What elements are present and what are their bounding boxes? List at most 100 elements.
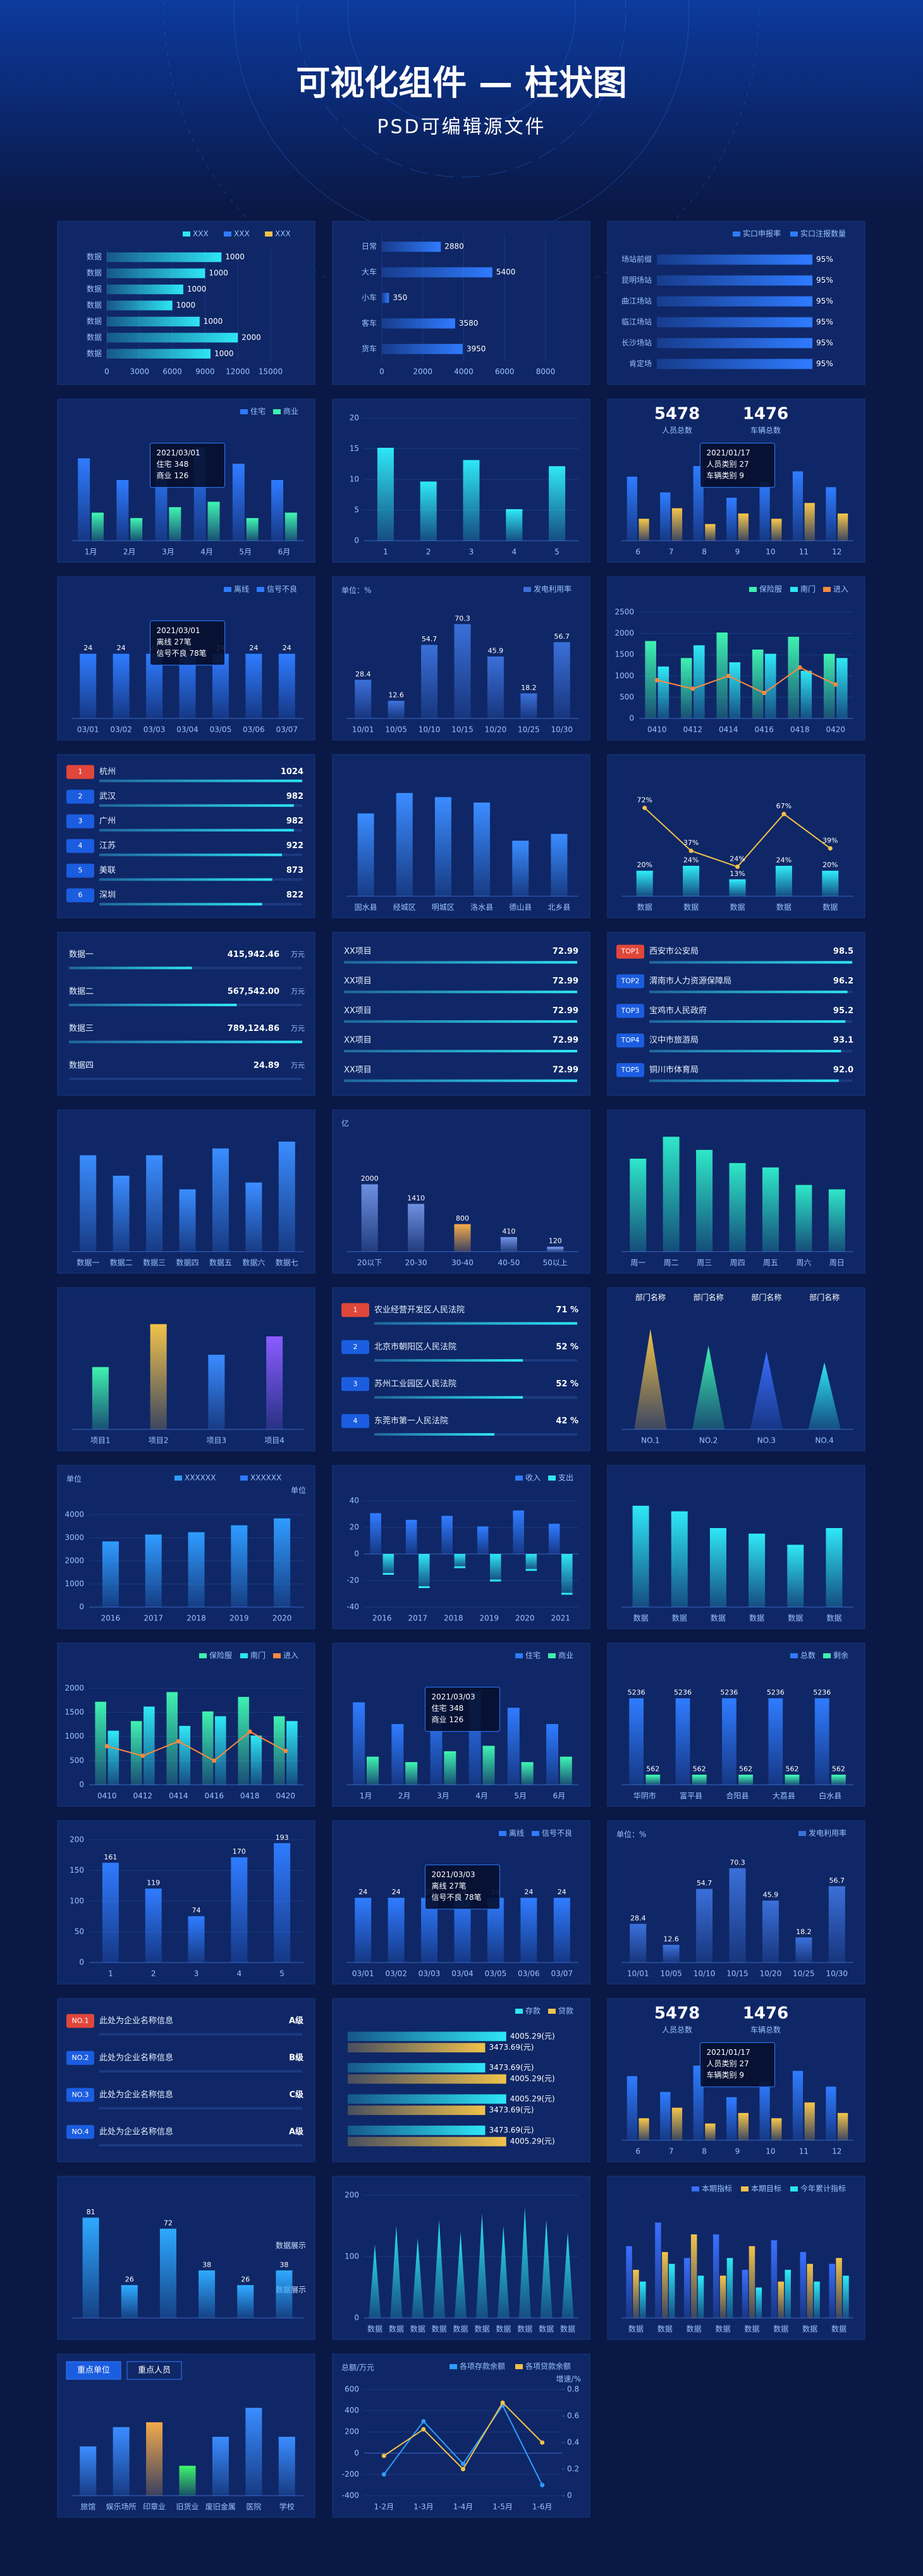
bar	[145, 1536, 162, 1607]
x-tick-label: 数据三	[143, 1258, 166, 1267]
progress-bar	[99, 903, 262, 906]
bar	[793, 472, 803, 541]
legend-label: XXXXXX	[185, 1474, 216, 1482]
x-tick-label: 数据四	[176, 1258, 199, 1267]
value-label: 12.6	[663, 1935, 679, 1944]
bar-cap	[826, 1528, 842, 1530]
bar-cap	[455, 1567, 466, 1568]
bar-cap	[645, 641, 656, 643]
x-tick-label: 03/06	[518, 1969, 540, 1978]
line-point	[833, 682, 838, 687]
legend-label: 实口申报率	[743, 229, 781, 238]
x-tick-label: 数据一	[76, 1258, 99, 1267]
bar-cap	[506, 509, 522, 511]
bar-cap	[829, 2264, 834, 2266]
bar	[463, 461, 480, 541]
bar	[793, 2072, 803, 2140]
legend-label: 发电利用率	[534, 584, 572, 594]
line-point	[655, 678, 659, 682]
unit-label: 单位	[66, 1474, 82, 1484]
bar-cap	[276, 2271, 292, 2272]
value-label: 54.7	[422, 635, 437, 643]
bar-cap	[180, 2466, 196, 2468]
bar-cap	[730, 1868, 746, 1870]
value-label: 95%	[816, 255, 833, 264]
x-tick-label: 03/04	[451, 1969, 474, 1978]
legend-swatch	[257, 587, 264, 592]
item-value: 71 %	[556, 1305, 578, 1315]
bar	[657, 297, 812, 307]
bar-cap	[131, 1721, 142, 1723]
y-tick-label: 4000	[64, 1510, 84, 1519]
bar	[276, 2271, 292, 2318]
bar-cap	[95, 1702, 106, 1704]
bar-cap	[627, 477, 637, 479]
value-label: 24%	[776, 856, 792, 864]
bar	[107, 317, 200, 326]
value-label: 1410	[407, 1194, 425, 1202]
value-label: 562	[832, 1765, 845, 1773]
value-label: 24	[283, 644, 291, 652]
bar-cap	[672, 508, 682, 510]
legend-label: 收入	[525, 1474, 541, 1482]
item-label: 此处为企业名称信息	[99, 2126, 173, 2136]
item-value: 873	[286, 866, 303, 875]
y-tick-label: 0	[354, 536, 359, 545]
bar-cap	[355, 1898, 371, 1900]
y-tick-label: 曲江场站	[621, 297, 652, 305]
bar-cap	[202, 1711, 214, 1713]
bar	[382, 293, 389, 303]
x-tick-label: 50以上	[543, 1259, 568, 1267]
x-tick-label: 10/20	[485, 725, 507, 734]
bar-cap	[705, 524, 715, 526]
value-label: 4005.29(元)	[510, 2094, 555, 2103]
value-label: 2000	[361, 1174, 379, 1183]
bar-cap	[720, 2276, 726, 2277]
x-tick-label: 03/02	[110, 725, 132, 734]
bar	[730, 663, 741, 718]
x-tick-label: NO.4	[815, 1436, 833, 1445]
tag: 1000	[176, 301, 196, 310]
bar	[208, 1356, 224, 1429]
progress-bar	[374, 1433, 494, 1436]
bar	[348, 2137, 506, 2147]
bar	[716, 634, 728, 718]
item-label: 广州	[99, 817, 116, 826]
y-tick-label: 数据	[87, 300, 102, 310]
value-label: 562	[693, 1765, 706, 1773]
line-point	[382, 2454, 386, 2458]
bar-cap	[408, 1204, 424, 1205]
bar-cap	[274, 1843, 290, 1845]
y-tick-label: 临江场站	[621, 317, 652, 326]
x-tick-label: 数据	[683, 903, 699, 912]
x-tick-label: 固水县	[355, 903, 377, 912]
x-tick-label: 1-2月	[374, 2503, 394, 2511]
bar-cap	[800, 2252, 806, 2254]
value-label: 70.3	[455, 614, 470, 622]
x-tick-label: 9	[735, 2147, 740, 2156]
x-tick-label: 2	[151, 1969, 156, 1978]
bar-cap	[266, 1336, 283, 1338]
x-tick-label: 数据	[831, 2324, 847, 2334]
legend-label: 支出	[558, 1474, 573, 1482]
x-tick-label: 数据	[560, 2324, 575, 2334]
bar	[722, 1699, 737, 1785]
bar-cap	[771, 2240, 777, 2242]
x-tick-label: 数据	[539, 2324, 554, 2334]
progress-bar	[99, 878, 272, 881]
value-label: 95%	[816, 359, 833, 368]
line-point	[212, 1758, 216, 1763]
y-tick-label: 10	[350, 475, 359, 484]
bar	[726, 498, 737, 541]
unit-label: 增速/%	[556, 2375, 581, 2384]
bar	[150, 1325, 167, 1429]
tooltip-line: 2021/01/17	[707, 2048, 750, 2057]
x-tick-label: 数据	[826, 1613, 841, 1623]
x-tick-label: 数据	[749, 1613, 764, 1623]
bar	[80, 2448, 96, 2496]
bar	[382, 344, 463, 354]
bar	[645, 642, 656, 718]
value-label: 56.7	[829, 1877, 845, 1885]
item-label: 美联	[99, 866, 116, 875]
x-tick-label: 数据	[517, 2324, 532, 2334]
